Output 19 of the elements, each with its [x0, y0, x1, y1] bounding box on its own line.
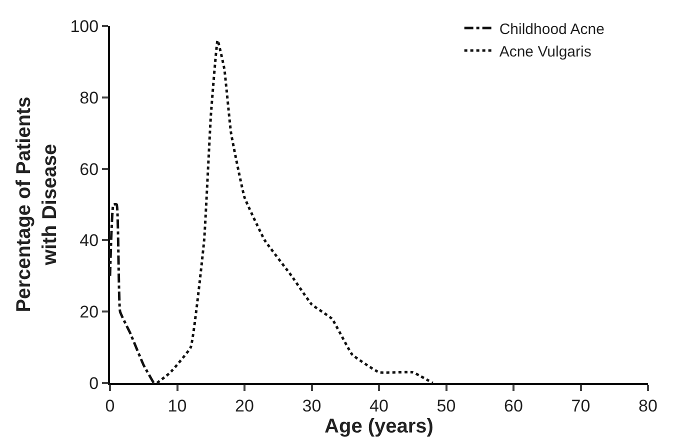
x-tick-label: 10	[168, 396, 187, 416]
legend-label: Acne Vulgaris	[499, 43, 592, 60]
legend-label: Childhood Acne	[499, 20, 604, 38]
x-tick-label: 50	[436, 396, 456, 416]
y-axis-title: Percentage of Patients with Disease	[13, 96, 62, 312]
y-tick-label: 0	[89, 374, 99, 393]
x-tick-label: 40	[370, 396, 388, 416]
x-tick-label: 70	[571, 396, 590, 416]
x-tick-label: 60	[504, 396, 523, 416]
y-tick-label: 20	[80, 302, 99, 322]
y-tick-label: 100	[70, 16, 99, 36]
x-tick-label: 0	[105, 396, 115, 416]
x-tick-label: 30	[302, 396, 322, 416]
x-axis-title: Age (years)	[324, 415, 434, 438]
y-tick-label: 40	[80, 231, 99, 250]
x-tick-label: 80	[638, 396, 658, 416]
y-tick-label: 60	[80, 160, 99, 179]
y-tick-label: 80	[80, 88, 99, 108]
x-tick-label: 20	[235, 396, 254, 416]
